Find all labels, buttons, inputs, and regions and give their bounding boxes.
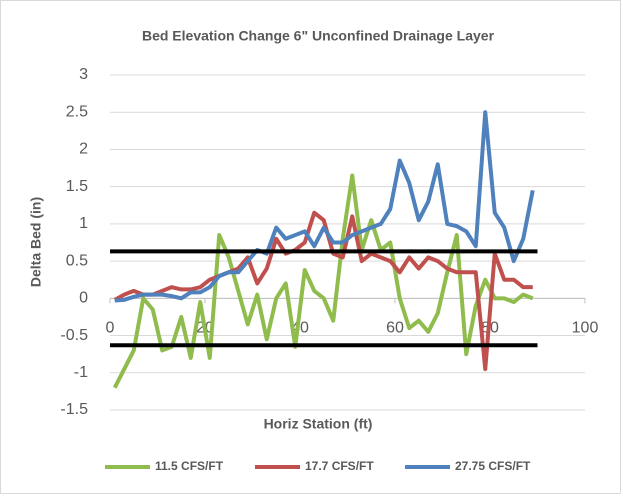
series-line [114,110,535,303]
y-tick-label: 3 [79,66,88,83]
y-tick-label: -1 [74,364,88,381]
x-axis-label: Horiz Station (ft) [264,416,373,432]
y-axis-label: Delta Bed (in) [28,197,44,287]
y-tick-label: 2 [79,141,88,158]
legend-label: 27.75 CFS/FT [455,459,531,473]
series-line [113,210,533,372]
y-tick-label: -0.5 [60,327,88,344]
y-tick-label: 1.5 [66,178,88,195]
chart-title: Bed Elevation Change 6" Unconfined Drain… [142,28,495,44]
x-tick-label: 60 [386,320,404,337]
legend-label: 17.7 CFS/FT [305,459,374,473]
series-line [112,173,534,389]
y-tick-label: 0.5 [66,252,88,269]
y-tick-label: 2.5 [66,103,88,120]
x-tick-label: 100 [572,320,599,337]
y-tick-label: 1 [79,215,88,232]
y-tick-label: 0 [79,290,88,307]
x-tick-label: 0 [106,320,115,337]
legend-label: 11.5 CFS/FT [155,459,224,473]
y-tick-label: -1.5 [60,401,88,418]
